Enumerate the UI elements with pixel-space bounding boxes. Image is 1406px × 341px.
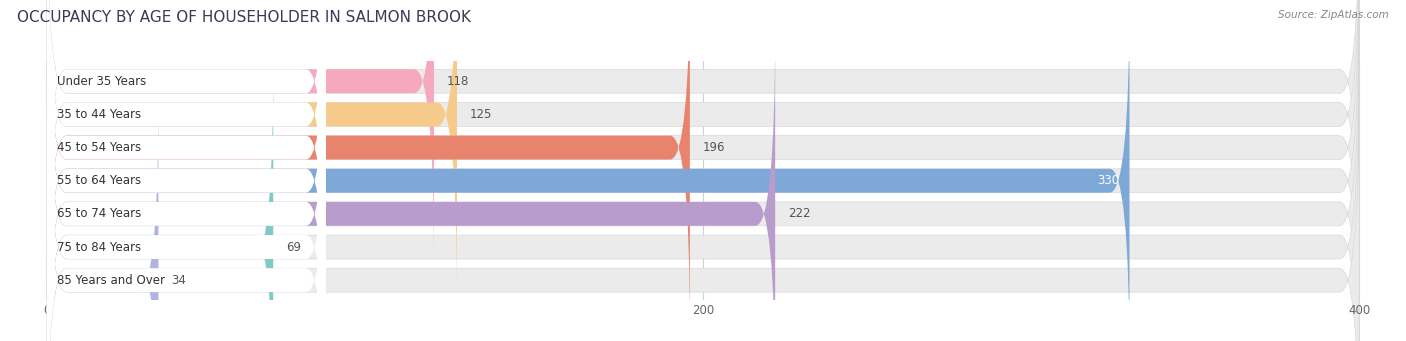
Text: 34: 34 [172,274,187,287]
FancyBboxPatch shape [46,0,326,335]
FancyBboxPatch shape [46,60,1360,341]
FancyBboxPatch shape [46,93,1360,341]
FancyBboxPatch shape [46,0,434,268]
Text: 45 to 54 Years: 45 to 54 Years [56,141,141,154]
Text: 125: 125 [470,108,492,121]
Text: OCCUPANCY BY AGE OF HOUSEHOLDER IN SALMON BROOK: OCCUPANCY BY AGE OF HOUSEHOLDER IN SALMO… [17,10,471,25]
Text: 85 Years and Over: 85 Years and Over [56,274,165,287]
FancyBboxPatch shape [46,0,1360,268]
Text: Under 35 Years: Under 35 Years [56,75,146,88]
FancyBboxPatch shape [46,93,326,341]
FancyBboxPatch shape [46,0,690,335]
Text: 35 to 44 Years: 35 to 44 Years [56,108,141,121]
Text: 75 to 84 Years: 75 to 84 Years [56,240,141,254]
FancyBboxPatch shape [46,60,326,341]
FancyBboxPatch shape [46,0,457,301]
FancyBboxPatch shape [46,0,326,268]
Text: 222: 222 [789,207,811,220]
FancyBboxPatch shape [46,27,775,341]
FancyBboxPatch shape [46,0,1360,341]
Text: Source: ZipAtlas.com: Source: ZipAtlas.com [1278,10,1389,20]
FancyBboxPatch shape [46,0,326,341]
Text: 65 to 74 Years: 65 to 74 Years [56,207,141,220]
FancyBboxPatch shape [46,0,1360,335]
FancyBboxPatch shape [46,93,159,341]
Text: 330: 330 [1098,174,1119,187]
FancyBboxPatch shape [46,0,1129,341]
Text: 55 to 64 Years: 55 to 64 Years [56,174,141,187]
FancyBboxPatch shape [46,27,1360,341]
Text: 118: 118 [447,75,470,88]
FancyBboxPatch shape [46,0,326,301]
Text: 69: 69 [287,240,301,254]
FancyBboxPatch shape [46,27,326,341]
FancyBboxPatch shape [46,60,273,341]
FancyBboxPatch shape [46,0,1360,301]
Text: 196: 196 [703,141,725,154]
